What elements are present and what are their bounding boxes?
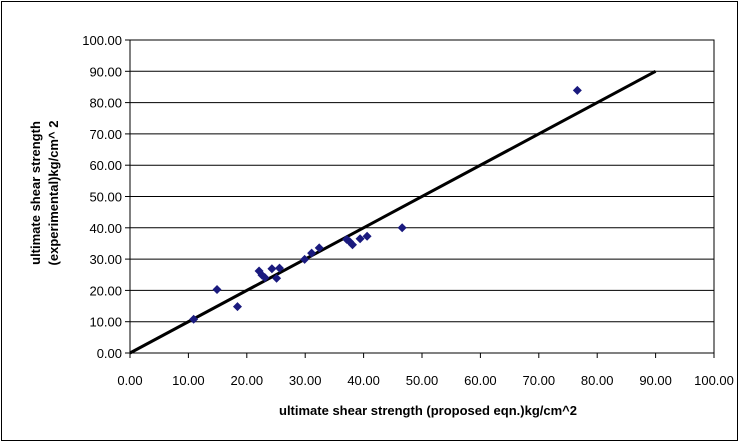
y-tick-label: 70.00 [89,127,122,142]
data-point-diamond [212,284,222,294]
data-point-diamond [572,85,582,95]
data-points [189,85,582,324]
x-tick-label: 70.00 [523,373,556,388]
data-point-diamond [272,273,282,283]
y-tick-label: 60.00 [89,158,122,173]
y-tick-label: 0.00 [97,346,122,361]
data-point-diamond [275,263,285,273]
y-axis-ticks: 0.00 10.00 20.00 30.00 40.00 50.00 60.00 70.00 8… [82,33,130,361]
data-point-diamond [189,314,199,324]
x-tick-label: 50.00 [406,373,439,388]
data-point-diamond [314,243,324,253]
data-point-diamond [300,254,310,264]
x-tick-label: 90.00 [639,373,672,388]
data-point-diamond [232,302,242,312]
chart-border [1,1,738,441]
y-tick-label: 90.00 [89,64,122,79]
y-tick-label: 10.00 [89,315,122,330]
data-point-diamond [260,273,270,283]
reference-line [129,69,657,355]
x-tick-label: 0.00 [117,373,142,388]
y-tick-label: 100.00 [82,33,122,48]
y-tick-label: 80.00 [89,96,122,111]
x-tick-label: 60.00 [464,373,497,388]
data-point-diamond [355,234,365,244]
y-tick-label: 40.00 [89,221,122,236]
x-tick-label: 100.00 [694,373,734,388]
y-axis-title-line2: (experimental)kg/cm^ 2 [46,121,61,266]
data-point-diamond [362,231,372,241]
x-axis-title: ultimate shear strength (proposed eqn.)k… [279,403,577,418]
x-tick-label: 20.00 [231,373,264,388]
y-tick-label: 20.00 [89,283,122,298]
y-tick-label: 50.00 [89,190,122,205]
x-tick-label: 80.00 [581,373,614,388]
data-point-diamond [348,240,358,250]
x-tick-label: 30.00 [289,373,322,388]
x-axis-ticks: 0.00 10.00 20.00 30.00 40.00 50.00 60.00 70.00 8… [117,353,734,388]
data-point-diamond [397,223,407,233]
data-point-diamond [267,264,277,274]
x-tick-label: 40.00 [347,373,380,388]
y-tick-label: 30.00 [89,252,122,267]
y-axis-title-line1: ultimate shear strength [28,121,43,265]
y-axis-title: ultimate shear strength (experimental)kg… [28,121,61,266]
x-tick-label: 10.00 [172,373,205,388]
data-point-diamond [307,248,317,258]
